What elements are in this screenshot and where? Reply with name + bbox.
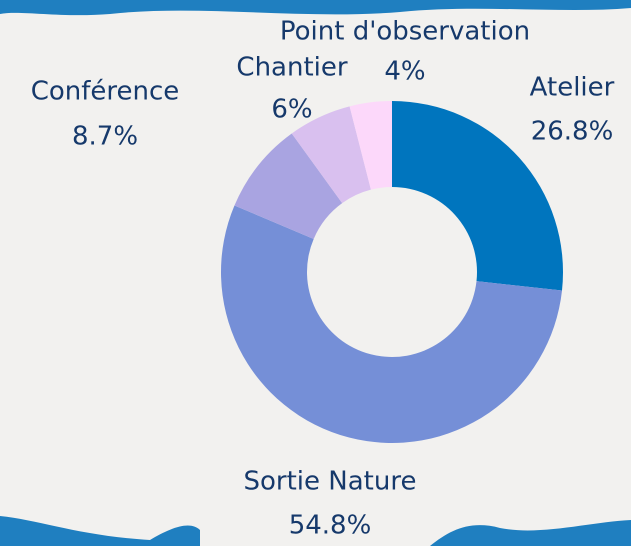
value-label: 6%: [271, 95, 312, 125]
category-label: Chantier: [236, 53, 347, 83]
category-label: Sortie Nature: [244, 467, 417, 497]
value-label: 54.8%: [289, 511, 372, 541]
chart: Atelier 26.8% Sortie Nature 54.8% Conférence…: [0, 0, 631, 546]
category-label: Point d'observation: [280, 17, 530, 47]
value-label: 4%: [384, 57, 425, 87]
brush-bottom-left: [0, 516, 200, 546]
donut: [221, 101, 563, 443]
category-label: Conférence: [31, 77, 180, 107]
category-label: Atelier: [530, 73, 615, 103]
brush-bottom-right: [430, 520, 631, 546]
value-label: 26.8%: [531, 117, 614, 147]
brush-top: [0, 0, 631, 15]
value-label: 8.7%: [72, 122, 138, 152]
